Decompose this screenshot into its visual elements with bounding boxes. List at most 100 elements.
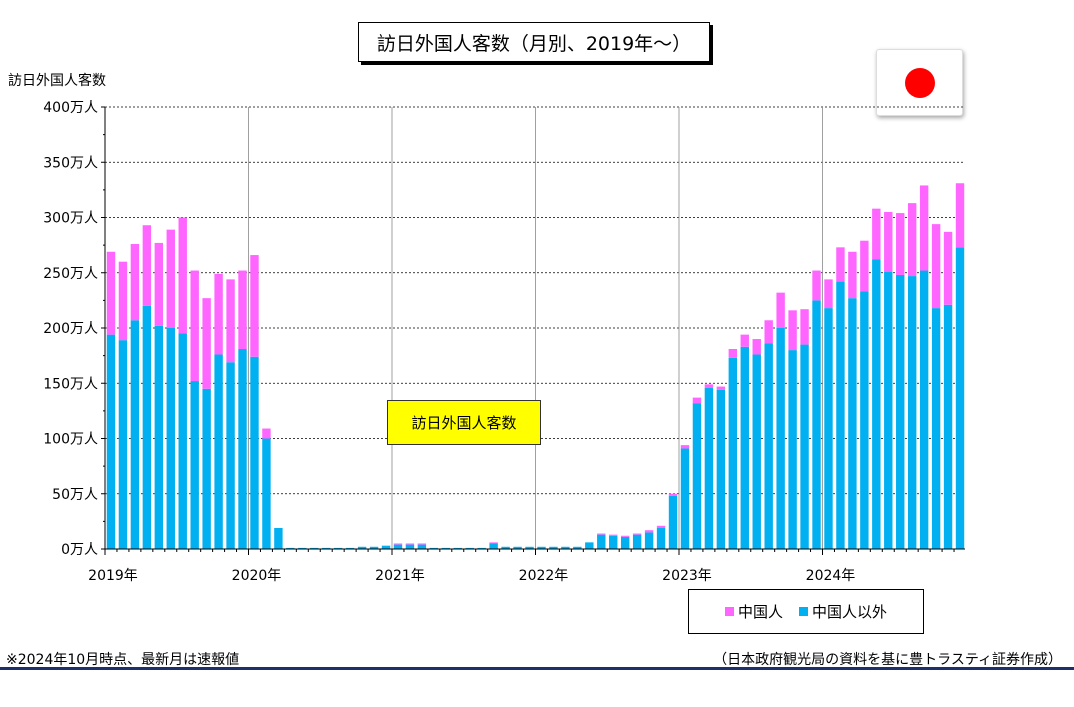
bar-china	[106, 251, 116, 335]
japan-flag	[876, 49, 963, 116]
bar-others	[513, 546, 522, 549]
bar-others	[692, 403, 702, 549]
bar-china	[130, 244, 140, 321]
bar-others	[274, 528, 283, 549]
bar-china	[752, 339, 761, 355]
annotation-box: 訪日外国人客数	[387, 400, 541, 445]
bar-china	[166, 229, 175, 328]
bar-others	[609, 535, 618, 549]
bar-others	[776, 328, 785, 549]
bar-others	[501, 546, 510, 549]
axes	[101, 106, 965, 555]
bar-others	[118, 340, 128, 549]
bar-others	[286, 547, 295, 549]
bar-china	[417, 543, 427, 545]
legend-swatch-china	[724, 607, 734, 616]
bar-others	[836, 281, 845, 549]
footnote: ※2024年10月時点、最新月は速報値	[6, 652, 240, 668]
y-tick-label: 50万人	[52, 487, 98, 503]
y-tick-labels: 0万人 50万人 100万人 150万人 200万人 250万人 300万人 350万人 400…	[43, 100, 98, 558]
bar-others	[393, 544, 403, 549]
bar-china	[848, 251, 857, 299]
bar-china	[178, 217, 187, 334]
y-axis-label: 訪日外国人客数	[8, 73, 106, 89]
bar-china	[931, 224, 941, 309]
bar-others	[190, 381, 199, 549]
bar-others	[549, 546, 558, 549]
bar-others	[154, 325, 164, 549]
bar-others	[668, 495, 678, 549]
bar-china	[393, 543, 403, 545]
bar-others	[477, 547, 486, 549]
bar-others	[142, 305, 152, 549]
bar-others	[250, 356, 259, 549]
legend-swatch-others	[799, 607, 808, 616]
japan-flag-icon	[905, 68, 935, 98]
bar-china	[800, 309, 809, 345]
bar-china	[262, 428, 271, 439]
bar-others	[680, 448, 690, 549]
bar-others	[656, 528, 666, 549]
bar-china	[872, 208, 881, 260]
bar-others	[573, 546, 582, 549]
bar-others	[800, 344, 809, 549]
bar-china	[226, 279, 235, 363]
bar-china	[680, 445, 690, 449]
bar-china	[896, 213, 905, 275]
bar-china	[405, 543, 415, 545]
bar-others	[585, 542, 594, 549]
y-tick-label: 250万人	[43, 266, 98, 282]
bar-china	[154, 242, 164, 326]
bar-others	[489, 543, 498, 549]
bar-others	[537, 546, 546, 549]
x-tick-label: 2021年	[375, 568, 425, 584]
bar-others	[716, 389, 726, 549]
bar-china	[955, 183, 965, 248]
bar-others	[955, 247, 965, 549]
bar-others	[752, 354, 761, 549]
bar-china	[764, 320, 773, 344]
bar-china	[860, 240, 869, 292]
bar-others	[704, 387, 714, 549]
bar-others	[453, 547, 462, 549]
x-tick-label: 2020年	[232, 568, 282, 584]
vertical-gridlines	[248, 107, 823, 549]
bar-others	[381, 545, 391, 549]
bar-china	[142, 225, 152, 306]
y-tick-label: 350万人	[43, 155, 98, 171]
bars	[106, 183, 965, 549]
y-tick-label: 0万人	[61, 542, 98, 558]
bar-china	[632, 533, 642, 535]
x-tick-label: 2019年	[88, 568, 138, 584]
bar-others	[860, 291, 869, 549]
bar-china	[238, 270, 247, 349]
source-note: （日本政府観光局の資料を基に豊トラスティ証券作成）	[713, 652, 1062, 668]
bar-china	[836, 247, 845, 282]
bar-others	[848, 298, 857, 549]
bar-others	[884, 271, 893, 549]
x-tick-label: 2024年	[806, 568, 856, 584]
bar-others	[322, 547, 331, 549]
bar-china	[728, 348, 738, 358]
legend-label-china: 中国人	[737, 603, 783, 621]
horizontal-gridlines	[105, 106, 965, 495]
bar-china	[812, 270, 821, 301]
bar-others	[166, 328, 175, 549]
legend-label-others: 中国人以外	[812, 603, 888, 621]
bottom-rule	[0, 667, 1074, 670]
bar-others	[919, 270, 929, 549]
legend: 中国人 中国人以外	[688, 589, 924, 634]
bar-others	[262, 438, 271, 549]
bar-china	[597, 533, 606, 535]
legend-item-others: 中国人以外	[799, 601, 887, 622]
bar-china	[489, 542, 498, 544]
bar-china	[620, 535, 630, 537]
bar-china	[202, 298, 211, 389]
bar-others	[429, 547, 439, 549]
bar-china	[250, 255, 259, 357]
bar-china	[214, 273, 223, 355]
bar-china	[704, 384, 714, 388]
bar-china	[692, 397, 702, 404]
bar-others	[812, 300, 821, 549]
bar-others	[405, 544, 415, 549]
